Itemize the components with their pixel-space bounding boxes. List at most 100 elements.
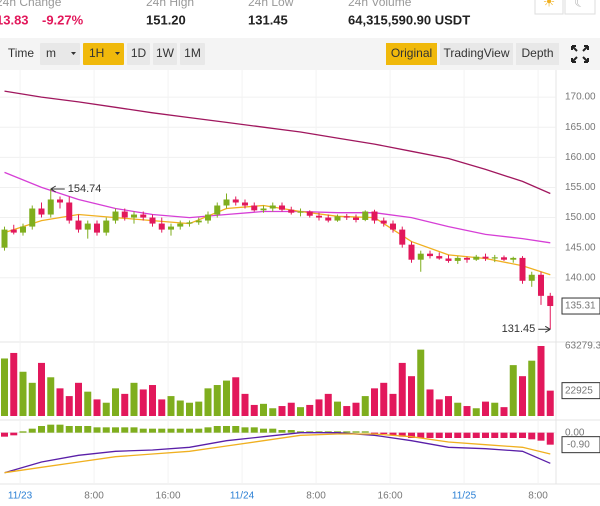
volume-bar — [167, 396, 175, 416]
theme-light[interactable] — [534, 0, 564, 15]
last-price-box — [561, 297, 600, 315]
macd-bar — [278, 430, 286, 433]
candle-body — [353, 217, 359, 220]
volume-bar — [84, 391, 92, 416]
macd-bar — [287, 430, 295, 433]
volume-bar — [306, 404, 314, 416]
volume-bar — [500, 407, 508, 416]
volume-bar — [546, 390, 554, 416]
interval-button[interactable] — [127, 43, 150, 65]
volume-bar — [482, 401, 489, 416]
macd-line — [4, 433, 551, 474]
candle-body — [20, 226, 26, 233]
interval-button[interactable] — [180, 43, 205, 65]
volume-bar — [509, 365, 517, 416]
interval-button[interactable] — [40, 43, 80, 65]
volume-bar — [343, 406, 351, 416]
candle-body — [279, 205, 285, 210]
dropdown-arrow — [115, 52, 120, 55]
view-button[interactable] — [440, 43, 513, 65]
x-tick-label: 8:00 — [528, 491, 548, 502]
y-tick-label: 145.00 — [565, 242, 596, 253]
candle-body — [223, 199, 230, 206]
volume-bar — [537, 346, 545, 416]
macd-bar — [195, 428, 203, 433]
volume-bar — [435, 399, 443, 416]
macd-bar — [28, 428, 36, 433]
volume-bar — [463, 406, 471, 416]
macd-bar — [241, 427, 249, 433]
volume-bar — [445, 396, 452, 416]
macd-bar — [334, 431, 341, 433]
macd-bar — [519, 432, 526, 438]
macd-line — [4, 432, 551, 474]
volume-bar — [287, 402, 295, 416]
volume-bar — [408, 376, 415, 416]
macd-tick-label: 0.00 — [565, 427, 585, 438]
x-tick-label: 8:00 — [306, 491, 326, 502]
volume-bar — [241, 393, 249, 416]
x-tick-label: 16:00 — [156, 491, 181, 502]
volume-bar — [417, 349, 425, 416]
macd-bar — [324, 431, 332, 433]
ma-line — [4, 204, 551, 276]
candle-body — [84, 223, 91, 230]
macd-bar — [19, 431, 27, 433]
macd-bar — [93, 427, 101, 433]
volume-bar — [334, 401, 341, 416]
macd-bar — [472, 432, 480, 438]
macd-bar — [176, 428, 184, 433]
stat-value: 131.45 — [248, 12, 288, 27]
volume-bar — [454, 402, 462, 416]
volume-bar — [232, 377, 240, 416]
volume-bar — [269, 408, 277, 416]
macd-bar — [463, 432, 471, 438]
volume-bar — [75, 382, 82, 416]
interval-label: 1D — [131, 46, 147, 60]
x-tick-label: 11/23 — [8, 491, 33, 502]
candle-body — [205, 214, 211, 221]
candle-body — [269, 205, 276, 209]
theme-dark[interactable] — [564, 0, 596, 15]
candle-body — [445, 258, 452, 261]
ma-line — [4, 90, 551, 195]
volume-bar — [38, 362, 45, 416]
volume-bar — [398, 362, 406, 416]
candle-body — [390, 223, 396, 230]
macd-bar — [306, 431, 314, 433]
dropdown-arrow — [71, 52, 76, 55]
interval-button[interactable] — [153, 43, 177, 65]
view-button[interactable] — [386, 43, 437, 65]
macd-bar — [102, 427, 110, 433]
fullscreen-icon[interactable] — [571, 45, 589, 63]
candle-body — [316, 215, 322, 218]
candle-body — [482, 256, 489, 259]
candle-body — [38, 208, 45, 215]
volume-bar — [28, 382, 36, 416]
volume-last-box — [561, 382, 600, 400]
volume-bar — [65, 396, 73, 416]
interval-label: 1W — [156, 46, 175, 60]
candle-body — [371, 211, 378, 221]
interval-button[interactable] — [83, 43, 124, 65]
stat-label: 24h Change — [0, 0, 62, 9]
macd-bar — [10, 432, 18, 436]
stat-label: 24h Volume — [348, 0, 412, 9]
view-label: Depth — [521, 46, 553, 60]
volume-bar — [250, 404, 258, 416]
interval-label: m — [46, 46, 56, 60]
volume-bar — [19, 371, 27, 416]
candle-body — [47, 199, 54, 215]
interval-label: Time — [8, 46, 35, 60]
candle-body — [491, 257, 498, 259]
view-button[interactable] — [516, 43, 559, 65]
x-tick-label: 16:00 — [378, 491, 403, 502]
candle-body — [29, 208, 36, 227]
stat-value: 64,315,590.90 USDT — [348, 12, 470, 27]
candle-body — [121, 211, 128, 218]
candle-body — [306, 211, 313, 216]
macd-bar — [167, 428, 175, 433]
volume-bar — [371, 388, 378, 416]
volume-bar — [56, 388, 64, 416]
macd-bar — [1, 432, 8, 437]
